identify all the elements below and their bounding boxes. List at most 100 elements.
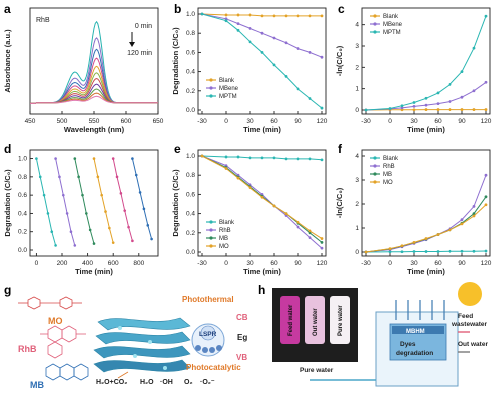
data-point-mb	[484, 195, 488, 199]
data-point-blank	[472, 249, 476, 253]
data-point-mbene	[472, 89, 476, 93]
x-axis-label-c: Time (min)	[407, 125, 445, 134]
scheme-h: Feed water Out water Pure water MBHM Dye…	[272, 282, 488, 387]
data-point-mbene	[448, 100, 452, 103]
data-point-mbene	[400, 106, 404, 110]
data-point-mbene	[272, 36, 276, 40]
data-point-blank	[284, 157, 288, 161]
legend-marker-mo	[209, 244, 213, 248]
data-point-blank	[248, 156, 252, 160]
vapor-arrows	[395, 300, 445, 320]
data-point-blank	[272, 14, 276, 18]
data-point-rhb	[296, 225, 300, 229]
data-point-blank	[284, 14, 288, 18]
data-point-mo	[424, 237, 428, 240]
data-point-mbene	[460, 95, 464, 99]
data-point-blank	[400, 108, 404, 112]
data-point-mptm	[200, 12, 204, 16]
cycle-point-2	[73, 244, 77, 247]
data-point-blank	[400, 250, 404, 254]
sun-icon	[458, 282, 482, 306]
data-point-blank	[296, 14, 300, 18]
x-tick-label-a: 450	[25, 118, 36, 125]
y-tick-label-e: 0.6	[186, 191, 195, 198]
x-tick-label-b: 0	[224, 118, 228, 125]
x-tick-label-d: 0	[35, 260, 39, 267]
data-point-mo	[224, 167, 228, 170]
data-point-rhb	[460, 218, 464, 222]
data-point-mo	[272, 204, 276, 208]
data-point-mo	[296, 220, 300, 224]
data-point-blank	[484, 249, 488, 253]
data-point-rhb	[224, 164, 228, 168]
data-point-blank	[484, 108, 488, 111]
data-point-blank	[460, 108, 464, 111]
data-point-mptm	[436, 91, 440, 95]
feed-wastewater-label-2: wastewater	[451, 321, 488, 328]
spectrum-dye-label: RhB	[36, 17, 50, 24]
legend-marker-mptm	[373, 30, 377, 34]
cycle-line-5	[112, 158, 133, 242]
data-point-blank	[448, 108, 452, 111]
cycle-point-4	[104, 210, 107, 213]
series-line-blank	[365, 250, 487, 253]
cycle-point-3	[85, 212, 88, 215]
annotation-start-time: 0 min	[135, 23, 152, 30]
data-point-mptm	[284, 75, 288, 78]
y-axis-label-f: -ln(C/C₀)	[335, 187, 344, 218]
y-tick-label-f: 3	[355, 177, 359, 184]
legend-marker-mo	[373, 180, 377, 184]
x-tick-label-f: 0	[388, 260, 392, 267]
series-line-rhb	[201, 155, 323, 249]
cycle-point-6	[142, 207, 146, 211]
scheme-g: MO RhB MB LSPR	[18, 295, 248, 390]
data-point-mptm	[472, 46, 476, 50]
cycle-point-2	[65, 212, 69, 215]
y-tick-label-e: 0.8	[186, 172, 195, 179]
data-point-mbene	[248, 27, 252, 30]
out-water-label: Out water	[458, 341, 488, 348]
data-point-mbene	[436, 102, 440, 105]
radical-superoxide: ·O₂⁻	[200, 379, 215, 386]
vial-feed-label: Feed water	[288, 304, 294, 336]
plot-frame-d	[29, 149, 159, 257]
data-point-mo	[236, 176, 240, 180]
products-label: H₂O+CO₂	[96, 379, 127, 386]
x-tick-label-e: 90	[294, 260, 302, 267]
cycle-point-2	[58, 175, 61, 179]
data-point-blank	[436, 250, 440, 253]
data-point-mbene	[284, 41, 288, 45]
cycle-point-5	[119, 192, 123, 195]
cycle-point-4	[111, 241, 115, 244]
y-tick-label-b: 0.8	[186, 30, 195, 37]
cycle-point-1	[42, 193, 46, 197]
legend-label-rhb: RhB	[383, 164, 395, 170]
x-tick-label-e: 30	[246, 260, 254, 267]
eg-label: Eg	[237, 333, 247, 342]
series-line-mb	[365, 196, 487, 253]
y-axis-label-b: Degradation (C/C₀)	[171, 27, 180, 95]
x-tick-label-c: 60	[434, 118, 442, 125]
y-tick-label-c: 4	[355, 22, 359, 29]
cycle-line-2	[55, 158, 76, 246]
data-point-mbene	[224, 17, 228, 21]
legend-label-mbene: MBene	[219, 86, 239, 92]
y-tick-label-b: 0.4	[186, 69, 195, 76]
panel-label-b: b	[174, 2, 181, 16]
cycle-point-6	[146, 224, 150, 227]
data-point-rhb	[472, 205, 476, 208]
x-tick-label-e: 120	[317, 260, 328, 267]
data-point-mo	[436, 233, 440, 236]
series-line-blank	[201, 155, 323, 161]
data-point-rhb	[284, 214, 288, 217]
data-point-mptm	[308, 97, 312, 100]
y-tick-label-c: 0	[355, 107, 359, 114]
x-tick-label-d: 400	[82, 260, 93, 267]
legend-marker-blank	[209, 78, 213, 82]
x-tick-label-a: 550	[89, 118, 100, 125]
cycle-point-5	[123, 209, 127, 212]
data-point-rhb	[308, 236, 312, 240]
x-tick-label-f: -30	[361, 260, 371, 267]
data-point-mbene	[308, 51, 312, 54]
cycle-point-4	[108, 226, 111, 230]
